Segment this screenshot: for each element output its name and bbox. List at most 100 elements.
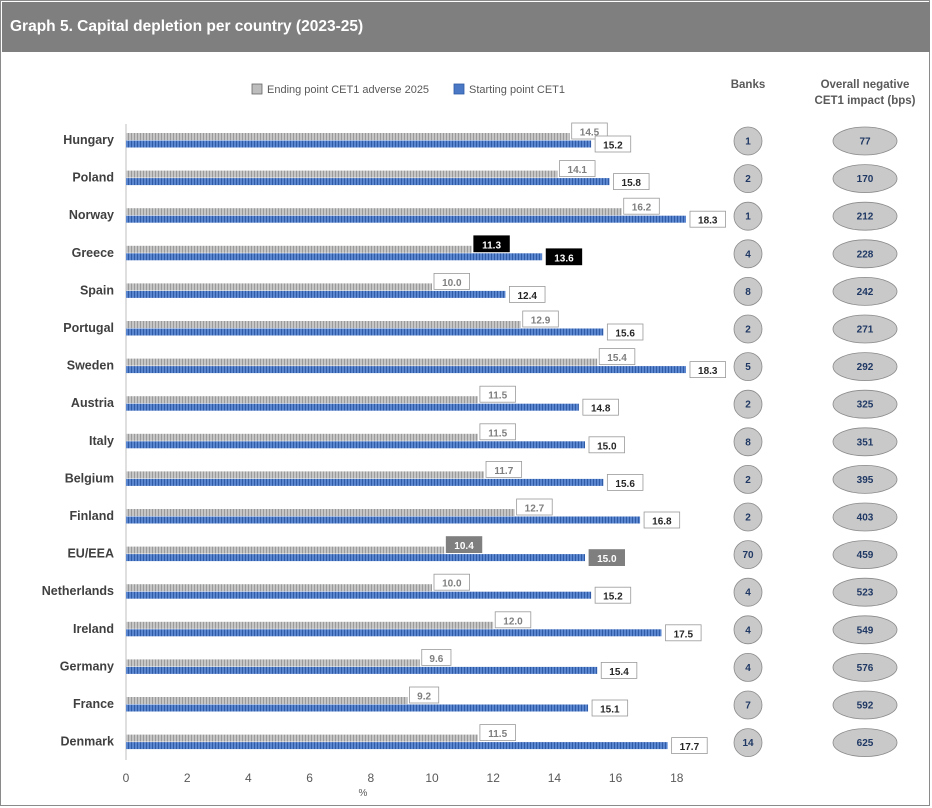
value-label: 11.3 [482,240,501,251]
value-label: 10.0 [442,278,462,289]
impact-value: 271 [857,325,874,336]
value-label-box [689,210,726,228]
bar-starting [126,290,506,298]
value-label-box [643,511,681,529]
value-label: 15.0 [597,554,617,565]
banks-column-header: Banks [731,79,766,91]
value-label: 14.8 [591,404,611,415]
chart-title: Graph 5. Capital depletion per country (… [10,18,364,35]
value-label: 15.6 [615,479,635,490]
bar-starting [126,178,610,186]
bar-ending [126,170,558,178]
value-label-box [582,398,619,416]
legend: Ending point CET1 adverse 2025 Starting … [251,83,565,96]
impact-badge [832,314,898,344]
category-label: Poland [72,171,114,185]
banks-badge [733,276,763,306]
impact-value: 170 [857,174,874,185]
impact-badge [832,728,898,757]
value-label-box [671,737,708,754]
bar-starting [126,704,589,712]
value-label-box [588,549,625,567]
value-label-box [485,460,523,478]
banks-count: 1 [745,137,751,148]
category-label: Greece [72,246,114,260]
impact-value: 625 [857,738,874,749]
impact-badge [832,653,898,682]
impact-value: 351 [857,437,874,448]
bar-starting [126,215,686,223]
impact-badge [832,690,898,720]
value-label: 17.5 [674,629,694,640]
value-label: 15.6 [615,329,635,340]
impact-badge [832,126,898,156]
banks-count: 1 [745,212,751,223]
bar-starting [126,629,662,637]
impact-value: 549 [857,625,874,636]
x-tick-label: 14 [548,771,562,785]
value-label-box [421,649,452,666]
value-label: 11.7 [494,466,513,477]
impact-badge [832,577,898,607]
chart-row: Italy 11.5 15.0 8 351 [89,423,898,457]
category-label: EU/EEA [67,547,114,561]
chart-row: Greece 11.3 13.6 4 228 [72,235,898,269]
value-label: 15.8 [622,178,642,189]
banks-badge [733,464,763,494]
banks-count: 7 [745,701,751,712]
value-label: 18.3 [698,216,718,227]
impact-value: 77 [859,137,871,148]
value-label: 16.8 [652,517,672,528]
category-label: Portugal [63,321,114,335]
bar-ending [126,584,432,592]
legend-swatch-ending [251,83,263,95]
value-label: 14.1 [568,165,588,176]
value-label-box [494,611,532,629]
value-label: 15.1 [600,705,620,716]
chart-row: Belgium 11.7 15.6 2 395 [65,460,898,494]
impact-badge [832,276,898,306]
banks-badge [733,352,763,382]
category-label: Belgium [65,471,114,485]
impact-badge [832,352,898,382]
value-label-box [479,423,516,441]
value-label: 11.5 [488,428,507,439]
banks-badge [733,389,763,419]
legend-label-starting: Starting point CET1 [469,84,565,96]
chart-header: Graph 5. Capital depletion per country (… [2,2,930,52]
bar-ending [126,433,478,441]
impact-badge [832,389,898,419]
bar-ending [126,471,485,479]
value-label: 15.2 [603,592,623,603]
value-label: 9.6 [429,654,443,665]
bar-ending [126,321,521,328]
bar-ending [126,697,408,704]
banks-badge [733,502,763,532]
bar-starting [126,366,686,374]
value-label: 18.3 [698,366,718,377]
value-label: 12.9 [531,316,551,327]
bar-starting [126,441,585,449]
bar-starting [126,478,604,486]
value-label-box [598,348,636,366]
chart-row: Spain 10.0 12.4 8 242 [80,272,898,306]
x-tick-label: 4 [245,771,252,785]
value-label: 12.4 [518,291,538,302]
value-label-box [613,173,650,190]
value-label: 9.2 [417,692,431,703]
chart-row: Germany 9.6 15.4 4 576 [60,649,898,682]
category-label: Austria [71,396,115,410]
value-label-box [509,285,546,303]
banks-badge [733,615,763,645]
impact-column-header-line1: Overall negative [821,79,910,91]
category-label: Sweden [67,359,114,373]
impact-badge [832,540,898,570]
banks-badge [733,126,763,156]
banks-badge [733,540,763,570]
bar-starting [126,403,579,411]
chart-row: France 9.2 15.1 7 592 [73,686,898,720]
chart-row: Sweden 15.4 18.3 5 292 [67,348,898,382]
banks-count: 4 [745,625,751,636]
category-label: Netherlands [42,584,114,598]
capital-depletion-chart: Ending point CET1 adverse 2025 Starting … [42,79,916,799]
